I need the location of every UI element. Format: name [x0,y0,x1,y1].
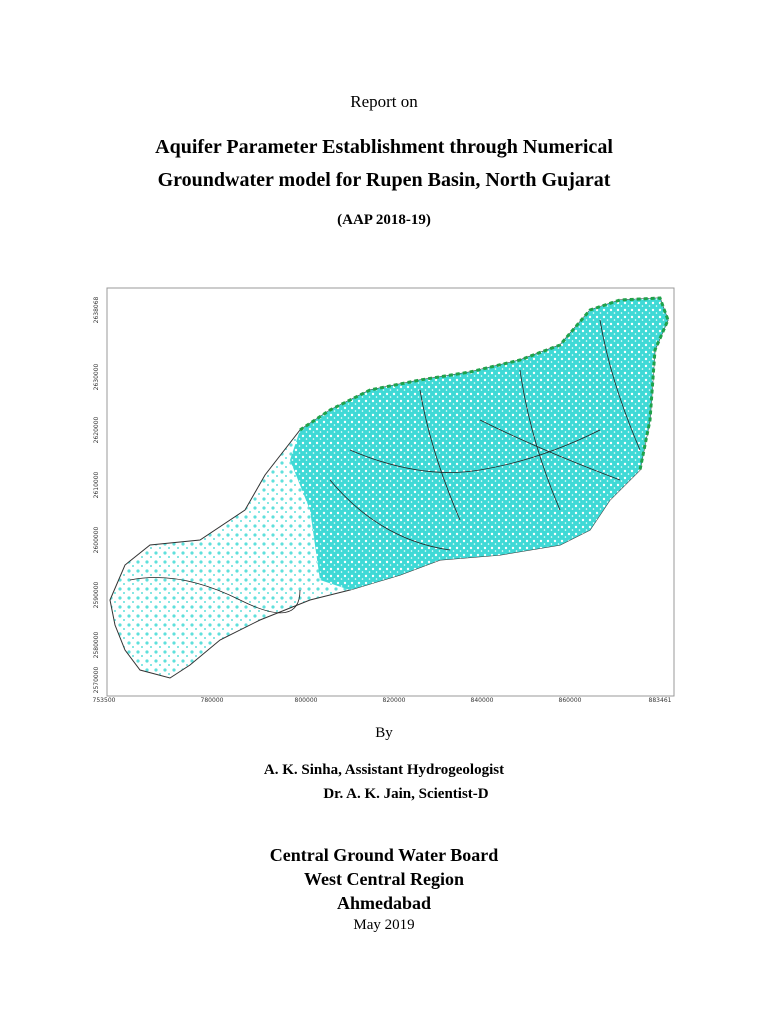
author: A. K. Sinha, Assistant Hydrogeologist [263,762,505,778]
organization-line: Ahmedabad [336,893,432,913]
y-label: 2610000 [93,471,100,498]
drainage-lines [129,319,641,614]
y-label: 2620000 [93,416,100,443]
green-border [299,296,670,471]
y-label: 2590000 [93,581,100,608]
x-label: 800000 [295,697,318,704]
y-label: 2580000 [93,631,100,658]
organization-line: West Central Region [304,869,464,889]
basin-map: 753500 780000 800000 820000 840000 86000… [93,287,675,704]
y-label: 2630000 [93,363,100,390]
organization-line: Central Ground Water Board [269,845,499,865]
y-label: 2570000 [93,666,100,693]
subtitle: (AAP 2018-19) [337,212,431,228]
date: May 2019 [353,917,415,933]
x-label: 753500 [93,697,116,704]
dense-area [290,298,668,590]
x-label: 883461 [649,697,672,704]
author: Dr. A. K. Jain, Scientist-D [323,786,489,802]
title-line: Groundwater model for Rupen Basin, North… [157,169,611,191]
x-label: 780000 [201,697,224,704]
x-label: 820000 [383,697,406,704]
x-label: 840000 [471,697,494,704]
pretitle: Report on [350,92,418,111]
title-line: Aquifer Parameter Establishment through … [155,136,613,158]
y-label: 2638068 [93,296,100,323]
x-label: 860000 [559,697,582,704]
by-label: By [375,725,393,741]
y-label: 2600000 [93,526,100,553]
